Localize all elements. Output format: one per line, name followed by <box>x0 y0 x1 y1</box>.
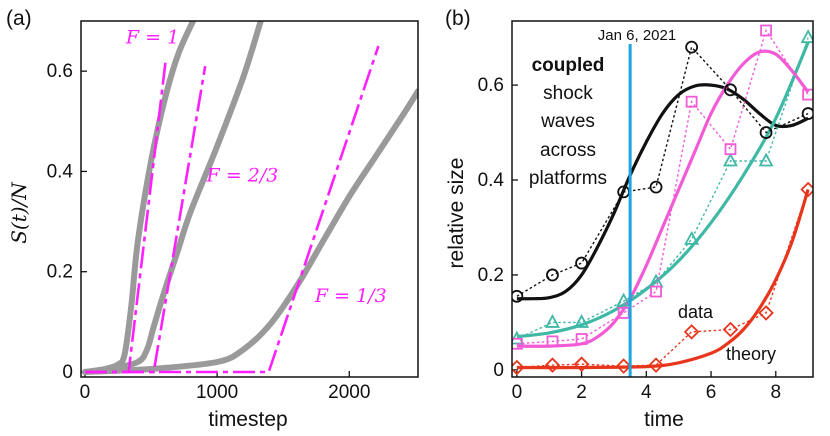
theory-line-5 <box>85 45 380 374</box>
black-data-line <box>516 45 809 297</box>
pink-data-point <box>512 337 523 350</box>
f-annotation-2: F = 1/3 <box>314 285 387 307</box>
teal-data-point <box>574 314 590 328</box>
teal-data-point <box>800 29 813 44</box>
panel-b-label: (b) <box>445 7 471 30</box>
sim-curve-1 <box>82 21 264 375</box>
panel-a-annotations: F = 1 F = 2/3 F = 1/3 <box>125 27 387 307</box>
panel-b-ylabel: relative size <box>445 158 468 269</box>
panel-b-ticks: 0 2 4 6 8 0 0.2 0.4 0.6 <box>478 75 781 403</box>
sim-curve-2 <box>82 88 418 375</box>
text-platforms: platforms <box>529 168 607 189</box>
text-shock: shock <box>543 83 593 104</box>
panel-a-ytick-label: 0.4 <box>47 161 74 182</box>
pink-data-line <box>516 28 809 345</box>
panel-a: (a) timestep S(t)/N 0 1000 200000.20.40.6 … <box>6 7 419 431</box>
black-data-point <box>801 107 813 120</box>
f-annotation-1: F = 2/3 <box>206 164 279 186</box>
teal-data-point <box>684 230 700 245</box>
teal-data-point <box>758 152 774 167</box>
red-data-point <box>573 356 590 372</box>
pink-data-point <box>546 335 559 348</box>
pink-data-point <box>760 24 772 37</box>
panel-b-ytick-label: 0.2 <box>478 265 504 286</box>
panel-b: (b) time relative size 0 2 4 6 8 0 0.2 0.4 0.6 J… <box>445 7 814 431</box>
f-annotation-0: F = 1 <box>125 27 179 49</box>
teal-theory-curve <box>516 41 810 339</box>
panel-a-xtick-label: 0 <box>80 382 91 403</box>
data-label: data <box>678 302 714 322</box>
text-waves: waves <box>540 111 595 132</box>
black-data-point <box>759 126 773 139</box>
red-data-point <box>722 321 739 338</box>
panel-b-ytick-label: 0 <box>493 360 504 381</box>
panel-b-ytick-label: 0.4 <box>478 170 505 191</box>
panel-a-ytick-label: 0.2 <box>47 262 73 283</box>
red-data-point <box>544 357 561 373</box>
vline-group: Jan 6, 2021 <box>598 27 676 377</box>
black-data-point <box>617 185 631 199</box>
panel-a-label: (a) <box>6 7 32 30</box>
red-theory-curve <box>516 189 810 370</box>
red-data-point <box>615 358 632 374</box>
panel-a-series <box>82 21 418 375</box>
teal-data-point <box>616 292 632 307</box>
black-data-point <box>512 289 524 303</box>
panel-b-xtick-label: 0 <box>512 382 523 403</box>
teal-data-point <box>544 314 560 328</box>
red-data-point <box>648 357 664 373</box>
red-data-point <box>683 324 700 340</box>
panel-b-xtick-label: 4 <box>641 382 652 403</box>
panel-b-xtick-label: 2 <box>576 382 587 403</box>
panel-a-frame <box>80 20 419 378</box>
panel-b-xtick-label: 6 <box>706 382 717 403</box>
pink-data-point <box>802 88 813 101</box>
black-data-point <box>724 83 737 97</box>
panel-b-xlabel: time <box>644 408 684 431</box>
black-data-point <box>546 268 559 282</box>
sim-curve-0 <box>82 21 197 375</box>
pink-data-point <box>724 143 737 156</box>
black-data-point <box>649 180 663 194</box>
black-data-point <box>575 256 588 270</box>
black-data-point <box>685 40 699 54</box>
panel-a-xtick-label: 2000 <box>328 382 370 403</box>
red-data-line <box>516 189 809 369</box>
pink-data-point <box>617 307 630 319</box>
panel-a-ticks: 0 1000 2000 0 0.2 0.4 0.6 <box>47 61 371 403</box>
theory-label: theory <box>726 344 776 364</box>
panel-b-xtick-label: 8 <box>770 382 781 403</box>
pink-data-point <box>575 333 588 345</box>
panel-b-ytick-label: 0.6 <box>478 75 504 96</box>
pink-data-point <box>685 95 698 108</box>
jan6-label: Jan 6, 2021 <box>598 27 676 44</box>
text-coupled: coupled <box>532 55 605 76</box>
teal-data-point <box>722 152 738 167</box>
text-across: across <box>540 140 596 161</box>
panel-a-ytick-label: 0 <box>62 362 73 383</box>
coupled-text-block: coupled shock waves across platforms <box>529 55 607 189</box>
red-data-point <box>758 305 774 321</box>
panel-a-xlabel: timestep <box>208 408 287 431</box>
panel-a-ytick-label: 0.6 <box>47 61 73 82</box>
black-theory-curve <box>516 83 809 301</box>
panel-b-series <box>512 24 813 376</box>
pink-data-point <box>650 285 662 298</box>
panel-b-frame <box>511 20 814 378</box>
pink-theory-curve <box>516 49 810 348</box>
panel-a-ylabel: S(t)/N <box>7 181 31 244</box>
panel-a-xtick-label: 1000 <box>196 382 238 403</box>
